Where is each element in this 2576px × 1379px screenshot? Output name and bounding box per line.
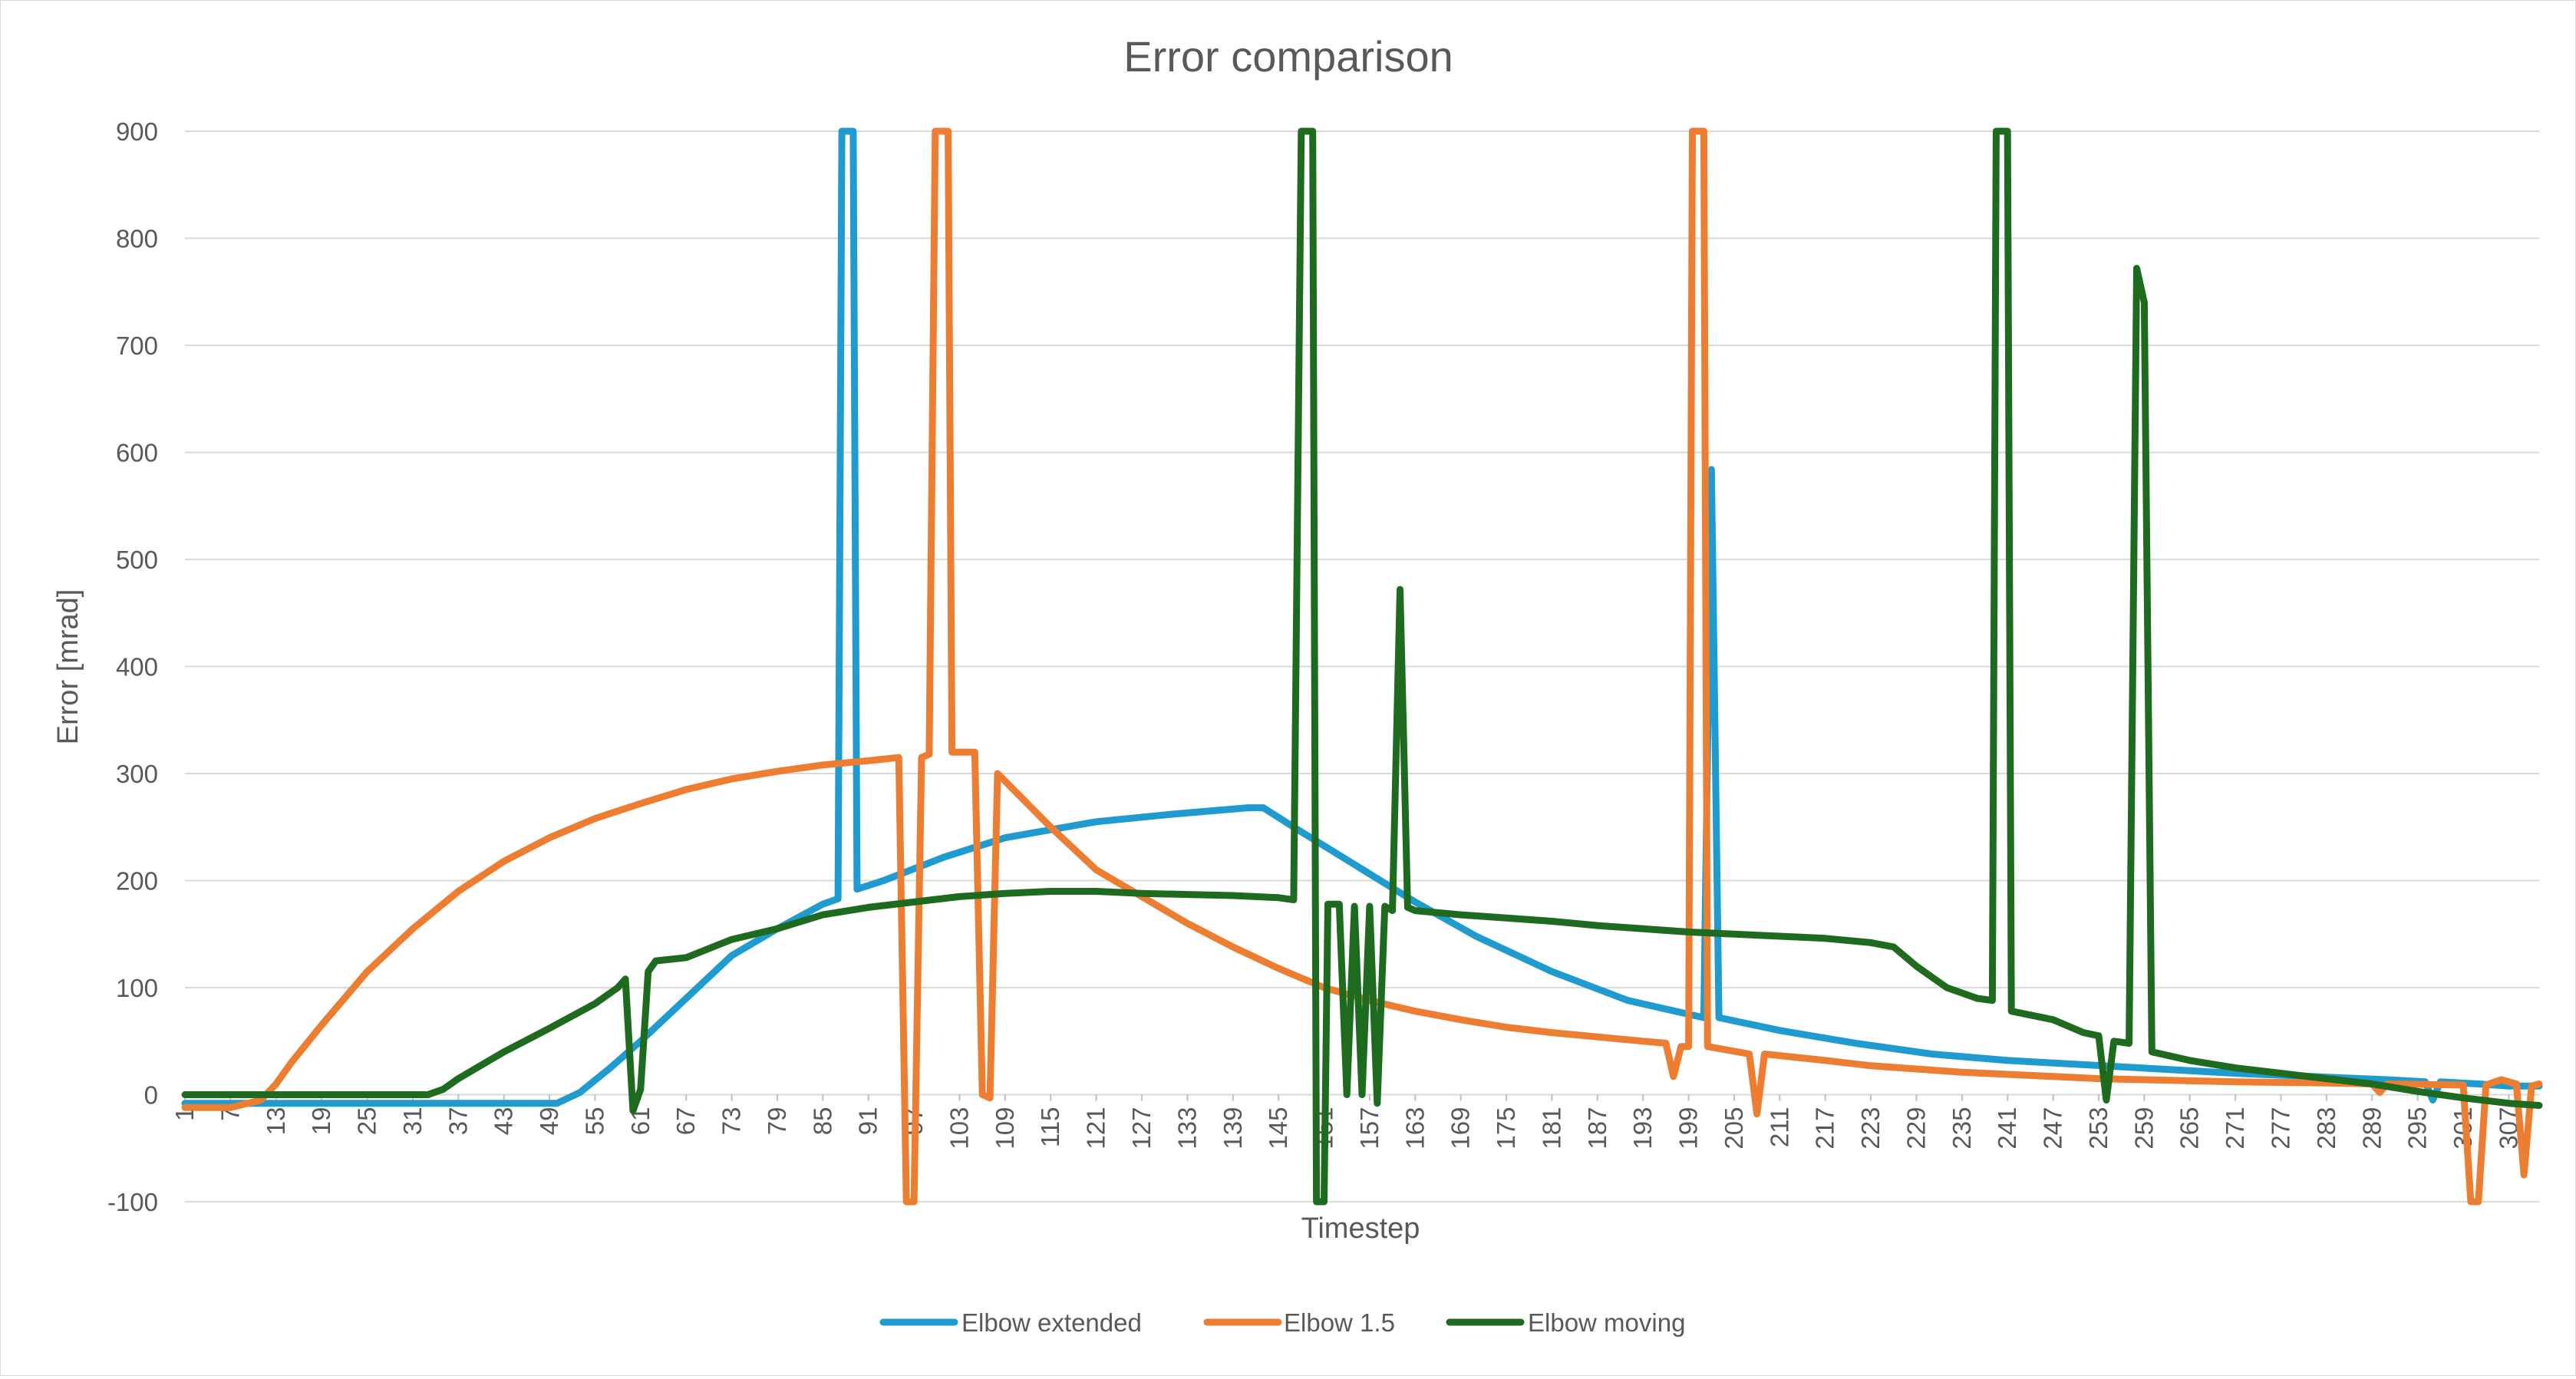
series-line-elbow-1-5 — [181, 127, 2543, 1206]
x-tick-label: 289 — [2357, 1107, 2386, 1150]
y-tick-label: -100 — [107, 1188, 158, 1216]
x-tick-label: 253 — [2084, 1107, 2113, 1150]
x-tick-label: 211 — [1765, 1107, 1793, 1148]
x-tick-label: 217 — [1811, 1107, 1839, 1150]
y-tick-label: 500 — [116, 546, 158, 574]
x-tick-label: 103 — [945, 1107, 973, 1150]
x-tick-label: 235 — [1948, 1107, 1976, 1150]
x-tick-label: 295 — [2403, 1107, 2432, 1150]
x-tick-label: 169 — [1446, 1107, 1475, 1150]
x-tick-label: 241 — [1993, 1107, 2021, 1150]
legend-item-elbow-extended: Elbow extended — [879, 1308, 1142, 1337]
x-tick-label: 25 — [353, 1107, 381, 1136]
x-tick-label: 127 — [1127, 1107, 1156, 1150]
chart-title: Error comparison — [1123, 32, 1453, 81]
legend: Elbow extended Elbow 1.5 Elbow moving — [879, 1308, 1685, 1337]
y-tick-label: 100 — [116, 974, 158, 1002]
series-line-elbow-extended — [181, 127, 2543, 1107]
y-tick-label: 0 — [144, 1081, 158, 1110]
x-tick-label: 229 — [1901, 1107, 1930, 1150]
x-tick-label: 283 — [2312, 1107, 2340, 1150]
x-tick-label: 181 — [1537, 1107, 1565, 1150]
legend-item-elbow-moving: Elbow moving — [1446, 1308, 1685, 1337]
x-tick-label: 205 — [1720, 1107, 1748, 1150]
x-tick-label: 115 — [1036, 1107, 1064, 1148]
x-tick-label: 67 — [671, 1107, 700, 1136]
legend-label: Elbow moving — [1528, 1308, 1685, 1337]
x-tick-label: 31 — [398, 1107, 427, 1136]
x-tick-label: 121 — [1082, 1107, 1110, 1150]
x-tick-label: 55 — [580, 1107, 609, 1136]
series-line-elbow-moving — [181, 127, 2543, 1206]
y-axis-tick-labels: -100 0 100 200 300 400 500 600 700 800 900 — [107, 117, 158, 1216]
x-tick-label: 133 — [1173, 1107, 1201, 1150]
x-tick-label: 223 — [1856, 1107, 1885, 1150]
x-tick-label: 259 — [2129, 1107, 2158, 1150]
x-tick-label: 91 — [854, 1107, 882, 1136]
x-tick-label: 163 — [1400, 1107, 1429, 1150]
x-tick-label: 85 — [808, 1107, 836, 1136]
y-tick-label: 400 — [116, 653, 158, 681]
x-axis-title: Timestep — [1301, 1212, 1420, 1245]
y-tick-label: 700 — [116, 332, 158, 360]
x-tick-label: 49 — [535, 1107, 563, 1136]
y-tick-label: 300 — [116, 760, 158, 788]
legend-item-elbow-1-5: Elbow 1.5 — [1203, 1308, 1395, 1337]
y-tick-label: 800 — [116, 225, 158, 253]
y-axis-title: Error [mrad] — [52, 589, 84, 745]
x-tick-label: 187 — [1583, 1107, 1611, 1150]
x-tick-label: 19 — [307, 1107, 335, 1136]
x-tick-label: 157 — [1355, 1107, 1384, 1150]
y-tick-label: 900 — [116, 117, 158, 146]
x-tick-label: 37 — [444, 1107, 472, 1136]
legend-label: Elbow 1.5 — [1284, 1308, 1395, 1337]
x-tick-label: 139 — [1219, 1107, 1247, 1150]
x-tick-label: 277 — [2267, 1107, 2295, 1150]
x-tick-label: 175 — [1492, 1107, 1520, 1150]
x-tick-label: 43 — [490, 1107, 518, 1136]
x-tick-label: 13 — [262, 1107, 290, 1136]
x-tick-label: 73 — [717, 1107, 746, 1136]
y-tick-label: 200 — [116, 867, 158, 896]
x-tick-label: 79 — [763, 1107, 791, 1136]
x-tick-label: 247 — [2039, 1107, 2067, 1150]
x-tick-label: 265 — [2175, 1107, 2204, 1150]
x-tick-label: 145 — [1264, 1107, 1292, 1150]
legend-label: Elbow extended — [961, 1308, 1142, 1337]
x-tick-label: 271 — [2221, 1107, 2249, 1150]
series-lines — [181, 127, 2543, 1206]
y-tick-label: 600 — [116, 439, 158, 467]
x-tick-label: 109 — [991, 1107, 1019, 1150]
x-tick-label: 193 — [1628, 1107, 1657, 1150]
x-tick-label: 199 — [1674, 1107, 1703, 1150]
